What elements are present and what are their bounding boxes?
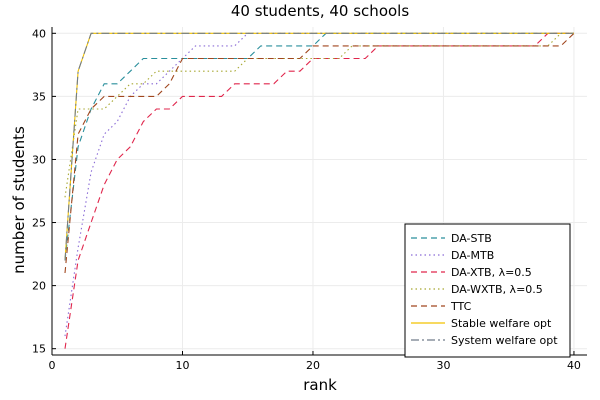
- x-tick-label: 10: [175, 359, 189, 372]
- y-tick-label: 30: [32, 153, 46, 166]
- chart-title: 40 students, 40 schools: [231, 2, 409, 20]
- y-tick-label: 15: [32, 343, 46, 356]
- series-line-6: [64, 32, 574, 261]
- x-tick-label: 30: [436, 359, 450, 372]
- plot-area: 0 10 20 30 40 15 20 25 30 35 40: [32, 27, 587, 372]
- legend-label-0: DA-STB: [451, 232, 492, 245]
- x-tick-label: 20: [306, 359, 320, 372]
- y-tick-label: 20: [32, 280, 46, 293]
- x-axis-label: rank: [303, 376, 337, 394]
- series-line-4: [64, 32, 575, 274]
- legend-label-6: System welfare opt: [451, 334, 558, 347]
- legend-label-2: DA-XTB, λ=0.5: [451, 266, 532, 279]
- y-tick-label: 40: [32, 27, 46, 40]
- y-tick-label: 25: [32, 217, 46, 230]
- legend: DA-STB DA-MTB DA-XTB, λ=0.5 DA-WXTB, λ=0.5 T…: [404, 223, 571, 358]
- series-line-3: [64, 32, 574, 198]
- legend-label-3: DA-WXTB, λ=0.5: [451, 283, 543, 296]
- y-tick-label: 35: [32, 90, 46, 103]
- legend-box: [404, 223, 571, 358]
- legend-label-1: DA-MTB: [451, 249, 494, 262]
- y-axis-label: number of students: [10, 126, 28, 274]
- x-tick-label: 0: [49, 359, 56, 372]
- series-line-0: [64, 32, 574, 261]
- legend-label-4: TTC: [450, 300, 472, 313]
- legend-label-5: Stable welfare opt: [451, 317, 552, 330]
- x-tick-label: 40: [567, 359, 581, 372]
